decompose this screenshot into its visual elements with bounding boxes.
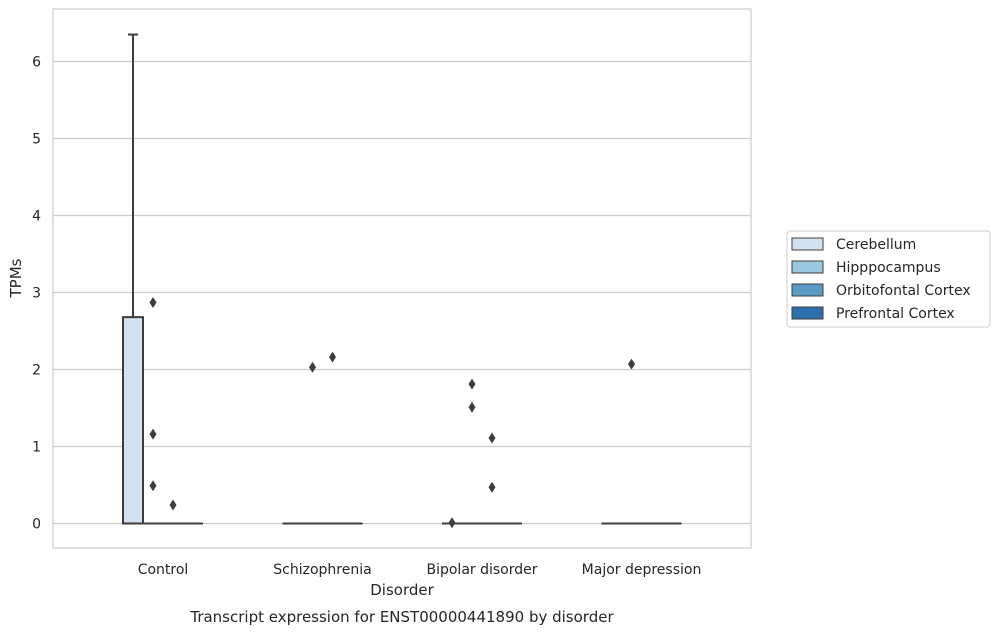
outlier-point bbox=[149, 480, 157, 492]
box-layer bbox=[122, 33, 682, 529]
box-2-1 bbox=[462, 378, 482, 525]
outlier-point bbox=[628, 358, 635, 370]
box-body bbox=[122, 316, 144, 525]
legend-swatch bbox=[791, 237, 824, 251]
y-tick-label: 0 bbox=[32, 517, 41, 533]
outlier-point bbox=[488, 481, 496, 493]
legend-label: Prefrontal Cortex bbox=[836, 306, 955, 322]
y-axis-label: TPMs bbox=[7, 258, 25, 298]
outlier-point bbox=[149, 428, 157, 440]
chart-caption: Transcript expression for ENST0000044189… bbox=[189, 608, 614, 626]
y-tick-label: 5 bbox=[32, 132, 41, 148]
box-0-1 bbox=[143, 297, 163, 525]
outlier-point bbox=[488, 432, 496, 444]
legend-frame bbox=[786, 230, 991, 328]
outlier-point bbox=[329, 351, 336, 363]
plot-area-frame bbox=[52, 8, 752, 549]
y-tick-label: 6 bbox=[32, 55, 41, 71]
y-tick-label: 2 bbox=[32, 363, 41, 379]
outlier-point bbox=[309, 361, 316, 373]
gridlines bbox=[53, 60, 751, 525]
y-axis-ticks: 0 1 2 3 4 5 6 bbox=[32, 55, 41, 533]
y-tick-label: 1 bbox=[32, 440, 41, 456]
box-1-1 bbox=[302, 361, 323, 525]
outlier-point bbox=[468, 378, 476, 390]
y-tick-label: 3 bbox=[32, 286, 41, 302]
x-axis-ticks: Control Schizophrenia Bipolar disorder Majo… bbox=[138, 562, 702, 578]
box-1-2 bbox=[322, 351, 343, 525]
legend-swatch bbox=[791, 306, 824, 320]
outlier-point bbox=[169, 499, 177, 511]
x-tick-label: Control bbox=[138, 562, 189, 578]
legend-label: Hipppocampus bbox=[836, 260, 941, 276]
legend-swatch bbox=[791, 283, 824, 297]
box-3-1 bbox=[621, 358, 642, 525]
box-2-2 bbox=[482, 432, 502, 525]
y-tick-label: 4 bbox=[32, 209, 41, 225]
outlier-point bbox=[448, 517, 456, 529]
x-axis-label: Disorder bbox=[370, 581, 434, 599]
legend-label: Orbitofontal Cortex bbox=[836, 283, 971, 299]
legend-label: Cerebellum bbox=[836, 237, 916, 253]
box-2-0 bbox=[442, 517, 462, 529]
outlier-point bbox=[468, 401, 476, 413]
box-0-0 bbox=[122, 33, 144, 525]
outlier-point bbox=[149, 297, 157, 309]
box-0-2 bbox=[163, 499, 183, 525]
x-tick-label: Bipolar disorder bbox=[426, 562, 537, 578]
legend: Cerebellum Hipppocampus Orbitofontal Corte… bbox=[786, 230, 991, 328]
x-tick-label: Schizophrenia bbox=[273, 562, 371, 578]
legend-swatch bbox=[791, 260, 824, 274]
x-tick-label: Major depression bbox=[582, 562, 702, 578]
legend-items: Cerebellum Hipppocampus Orbitofontal Corte… bbox=[791, 237, 971, 322]
